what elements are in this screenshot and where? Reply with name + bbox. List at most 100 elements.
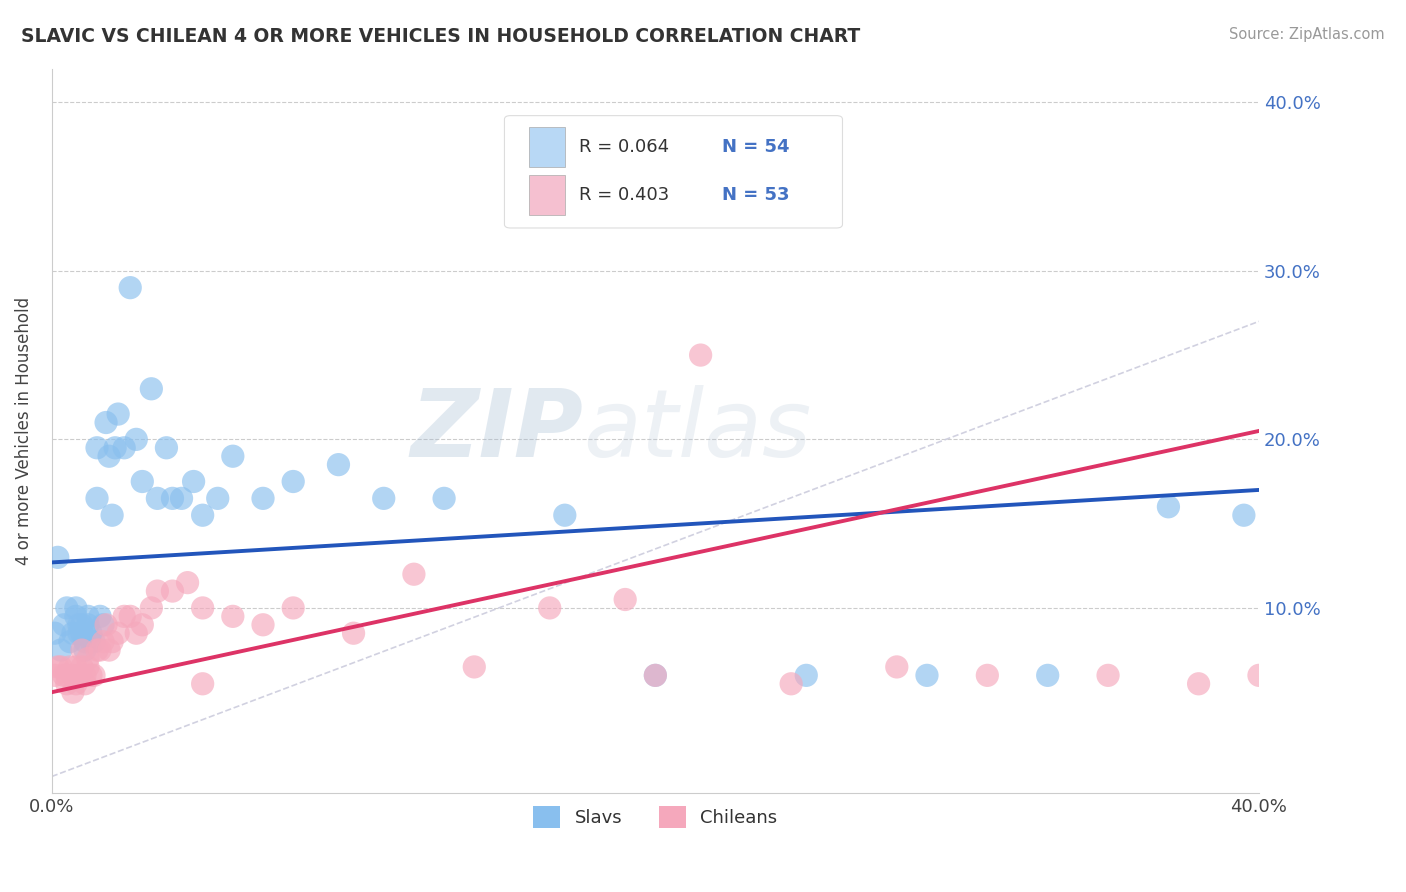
Point [70,660,93,674]
Point [62,626,84,640]
Point [77,651,100,665]
Point [101,508,124,523]
Point [46,660,69,674]
Point [1097,668,1119,682]
Point [120,609,142,624]
Point [283,475,305,489]
Point [146,491,169,506]
Point [70,617,93,632]
Point [107,407,129,421]
Point [56,668,79,682]
Point [554,508,576,523]
Point [141,601,163,615]
Text: R = 0.064: R = 0.064 [579,137,669,156]
Point [125,626,148,640]
Point [614,592,637,607]
Point [77,617,100,632]
Point [44,626,66,640]
Point [83,634,105,648]
Point [162,584,184,599]
Point [52,617,75,632]
Point [1157,500,1180,514]
Point [77,660,100,674]
Point [222,449,245,463]
Point [1187,677,1209,691]
Legend: Slavs, Chileans: Slavs, Chileans [526,798,785,835]
Point [780,677,803,691]
Point [70,643,93,657]
Point [65,601,87,615]
Point [56,677,79,691]
Point [146,584,169,599]
Point [65,660,87,674]
Point [62,668,84,682]
Point [176,575,198,590]
Point [59,660,82,674]
Point [644,668,666,682]
Point [104,441,127,455]
Point [162,491,184,506]
Point [644,668,666,682]
Point [141,382,163,396]
FancyBboxPatch shape [505,116,842,228]
Point [101,634,124,648]
Point [222,609,245,624]
Point [67,626,90,640]
Point [252,617,274,632]
Point [86,643,108,657]
Point [1233,508,1256,523]
Point [112,441,135,455]
Point [283,601,305,615]
Text: R = 0.403: R = 0.403 [579,186,669,204]
Point [191,601,214,615]
Point [131,475,153,489]
Point [91,617,114,632]
Point [65,677,87,691]
Text: Source: ZipAtlas.com: Source: ZipAtlas.com [1229,27,1385,42]
Point [80,668,103,682]
Point [89,643,111,657]
Point [107,626,129,640]
Point [83,668,105,682]
Point [463,660,485,674]
Point [120,280,142,294]
Point [98,643,121,657]
Point [402,567,425,582]
Text: N = 53: N = 53 [721,186,789,204]
Point [56,601,79,615]
Point [73,634,96,648]
Point [976,668,998,682]
Point [49,660,72,674]
Point [91,634,114,648]
Bar [529,176,565,215]
Point [65,609,87,624]
Point [77,609,100,624]
Point [1247,668,1270,682]
Text: N = 54: N = 54 [721,137,789,156]
Point [67,617,90,632]
Point [191,677,214,691]
Point [89,609,111,624]
Point [915,668,938,682]
Point [342,626,364,640]
Point [80,626,103,640]
Point [59,634,82,648]
Point [155,441,177,455]
Text: SLAVIC VS CHILEAN 4 OR MORE VEHICLES IN HOUSEHOLD CORRELATION CHART: SLAVIC VS CHILEAN 4 OR MORE VEHICLES IN … [21,27,860,45]
Point [86,441,108,455]
Point [794,668,817,682]
Point [86,491,108,506]
Point [1036,668,1059,682]
Point [207,491,229,506]
Point [94,416,117,430]
Point [80,634,103,648]
Point [67,668,90,682]
Point [98,449,121,463]
Point [252,491,274,506]
Point [373,491,395,506]
Text: ZIP: ZIP [411,385,583,477]
Point [183,475,205,489]
Point [433,491,456,506]
Point [49,643,72,657]
Point [52,668,75,682]
